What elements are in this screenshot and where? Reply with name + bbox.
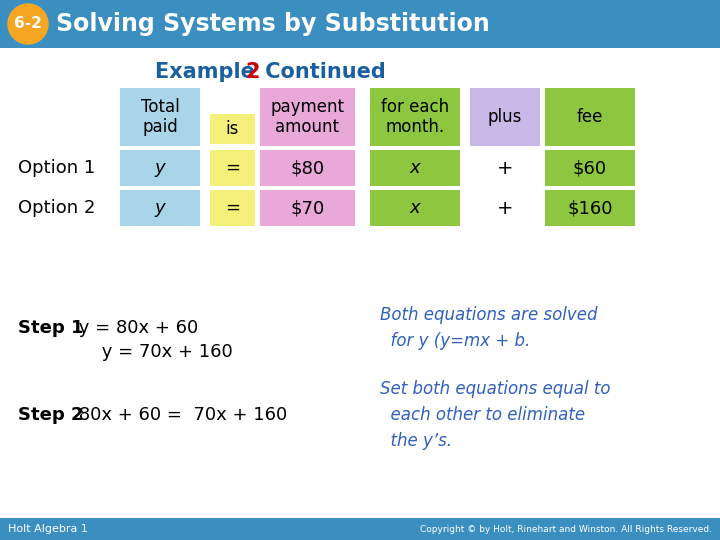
Text: 2: 2 xyxy=(245,62,259,82)
Text: x: x xyxy=(410,159,420,177)
Text: y = 70x + 160: y = 70x + 160 xyxy=(73,343,233,361)
FancyBboxPatch shape xyxy=(260,190,355,226)
Text: =: = xyxy=(225,199,240,217)
Text: y: y xyxy=(155,159,166,177)
Text: payment
amount: payment amount xyxy=(271,98,344,137)
Text: $80: $80 xyxy=(290,159,325,177)
Text: Copyright © by Holt, Rinehart and Winston. All Rights Reserved.: Copyright © by Holt, Rinehart and Winsto… xyxy=(420,524,712,534)
Text: $70: $70 xyxy=(290,199,325,217)
FancyBboxPatch shape xyxy=(470,88,540,146)
Text: plus: plus xyxy=(488,108,522,126)
Text: =: = xyxy=(225,159,240,177)
Text: is: is xyxy=(226,120,239,138)
FancyBboxPatch shape xyxy=(120,88,200,146)
Text: fee: fee xyxy=(577,108,603,126)
Text: 80x + 60 =  70x + 160: 80x + 60 = 70x + 160 xyxy=(73,406,287,424)
FancyBboxPatch shape xyxy=(370,190,460,226)
FancyBboxPatch shape xyxy=(120,150,200,186)
FancyBboxPatch shape xyxy=(0,518,720,540)
Text: Step 1: Step 1 xyxy=(18,319,84,337)
Text: +: + xyxy=(497,159,513,178)
FancyBboxPatch shape xyxy=(545,150,635,186)
FancyBboxPatch shape xyxy=(370,150,460,186)
Text: x: x xyxy=(410,199,420,217)
FancyBboxPatch shape xyxy=(0,0,720,48)
FancyBboxPatch shape xyxy=(370,88,460,146)
Circle shape xyxy=(8,4,48,44)
Text: $160: $160 xyxy=(567,199,613,217)
Text: $60: $60 xyxy=(573,159,607,177)
FancyBboxPatch shape xyxy=(260,150,355,186)
Text: +: + xyxy=(497,199,513,218)
Text: for each
month.: for each month. xyxy=(381,98,449,137)
FancyBboxPatch shape xyxy=(120,190,200,226)
Text: Option 1: Option 1 xyxy=(18,159,95,177)
Text: Set both equations equal to
  each other to eliminate
  the y’s.: Set both equations equal to each other t… xyxy=(380,380,611,450)
Text: y: y xyxy=(155,199,166,217)
Text: Example: Example xyxy=(155,62,262,82)
Text: Solving Systems by Substitution: Solving Systems by Substitution xyxy=(56,12,490,36)
FancyBboxPatch shape xyxy=(260,88,355,146)
Text: Continued: Continued xyxy=(258,62,386,82)
Text: 6-2: 6-2 xyxy=(14,17,42,31)
Text: Holt Algebra 1: Holt Algebra 1 xyxy=(8,524,88,534)
Text: Total
paid: Total paid xyxy=(140,98,179,137)
Text: Step 2: Step 2 xyxy=(18,406,84,424)
Text: Option 2: Option 2 xyxy=(18,199,95,217)
Text: y = 80x + 60: y = 80x + 60 xyxy=(73,319,198,337)
Text: Both equations are solved
  for y (y=mx + b.: Both equations are solved for y (y=mx + … xyxy=(380,306,598,350)
FancyBboxPatch shape xyxy=(545,190,635,226)
FancyBboxPatch shape xyxy=(210,150,255,186)
FancyBboxPatch shape xyxy=(210,190,255,226)
FancyBboxPatch shape xyxy=(210,114,255,144)
FancyBboxPatch shape xyxy=(545,88,635,146)
